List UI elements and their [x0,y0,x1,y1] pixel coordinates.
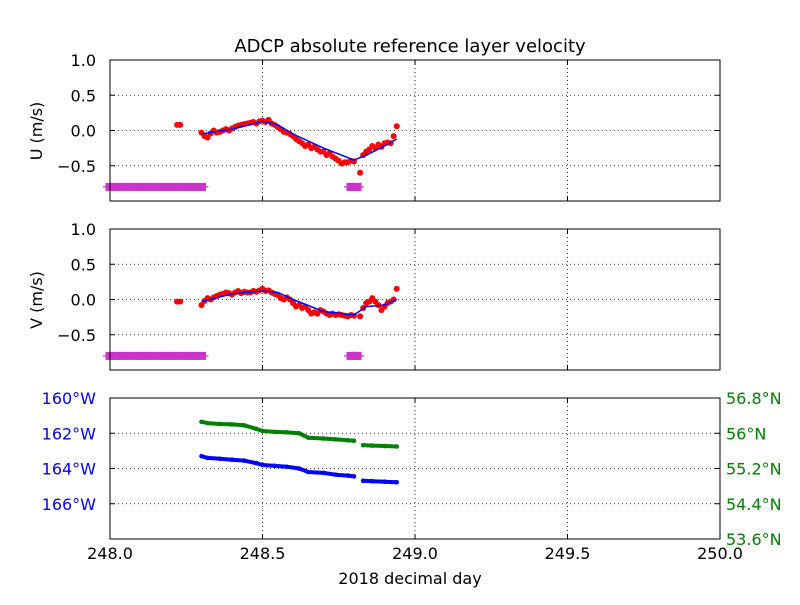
fit-line [201,120,398,161]
latitude-point [199,419,204,425]
measured-point [177,298,184,305]
longitude-point [199,453,204,459]
left-y-tick-label: 162°W [42,424,97,443]
latitude-point [333,437,339,442]
latitude-point [217,421,223,427]
longitude-point [241,458,247,463]
longitude-point [284,464,290,470]
longitude-point [351,474,357,479]
measured-point [393,285,400,292]
y-tick-label: 1.0 [71,220,96,239]
longitude-point [345,473,351,478]
y-tick-label: −0.5 [57,326,96,345]
measured-point [390,133,397,140]
measured-point [177,121,184,128]
longitude-point [360,478,366,484]
longitude-track-line [361,478,399,485]
longitude-point [370,478,375,484]
latitude-point [229,422,235,427]
longitude-point [305,469,311,475]
latitude-point [305,435,311,440]
right-y-tick-label: 54.4°N [726,495,782,514]
longitude-point [272,463,278,469]
x-tick-label: 248.0 [87,544,133,563]
y-tick-label: 0.5 [71,86,96,105]
measured-point [204,134,211,141]
y-tick-label: 0.0 [71,291,96,310]
x-tick-label: 250.0 [697,544,743,563]
latitude-point [296,430,302,436]
longitude-point [229,457,235,462]
latitude-point [321,436,326,441]
latitude-point [272,429,278,435]
y-tick-label: 0.0 [71,122,96,141]
position-panel: 2018 decimal day 248.0 248.5 249.0 249.5 250… [42,389,782,588]
longitude-point [382,479,387,485]
latitude-point [351,438,357,444]
latitude-point [284,430,290,435]
plot-frame [109,228,721,371]
u-velocity-panel: U (m/s) 1.0 0.5 0.0 −0.5 [27,51,721,202]
longitude-point [217,456,223,462]
v-ylabel: V (m/s) [27,271,46,329]
longitude-point [254,460,259,466]
longitude-point [296,466,302,471]
right-y-tick-label: 53.6°N [726,530,782,549]
longitude-point [260,462,265,468]
y-tick-label: −0.5 [57,157,96,176]
latitude-track-line [361,443,399,449]
measured-point [198,302,205,309]
x-tick-label: 249.0 [392,544,438,563]
x-tick-label: 249.5 [545,544,591,563]
latitude-point [345,438,351,443]
longitude-point [321,470,326,476]
left-y-tick-label: 164°W [42,460,97,479]
longitude-point [394,479,400,485]
latitude-point [382,443,387,449]
latitude-point [394,444,400,449]
latitude-point [205,420,210,426]
latitude-point [360,442,366,448]
fit-line [201,290,398,316]
measured-point [357,313,364,320]
right-y-tick-label: 56°N [726,424,766,443]
y-tick-label: 0.5 [71,255,96,274]
longitude-point [205,455,210,461]
x-tick-label: 248.5 [240,544,286,563]
measured-point [357,169,364,176]
latitude-point [241,423,247,428]
plot-frame [109,397,721,540]
x-axis-label: 2018 decimal day [338,569,481,588]
v-velocity-panel: V (m/s) 1.0 0.5 0.0 −0.5 [27,220,721,371]
latitude-point [260,428,265,434]
longitude-point [333,472,339,477]
chart-title: ADCP absolute reference layer velocity [234,36,586,57]
plot-frame [109,59,721,202]
u-ylabel: U (m/s) [27,102,46,161]
right-y-tick-label: 55.2°N [726,460,782,479]
left-y-tick-label: 166°W [42,495,97,514]
y-tick-label: 1.0 [71,51,96,70]
right-y-tick-label: 56.8°N [726,389,782,408]
measured-point [393,123,400,130]
latitude-point [254,426,259,432]
left-y-tick-label: 160°W [42,389,97,408]
latitude-point [370,443,375,448]
